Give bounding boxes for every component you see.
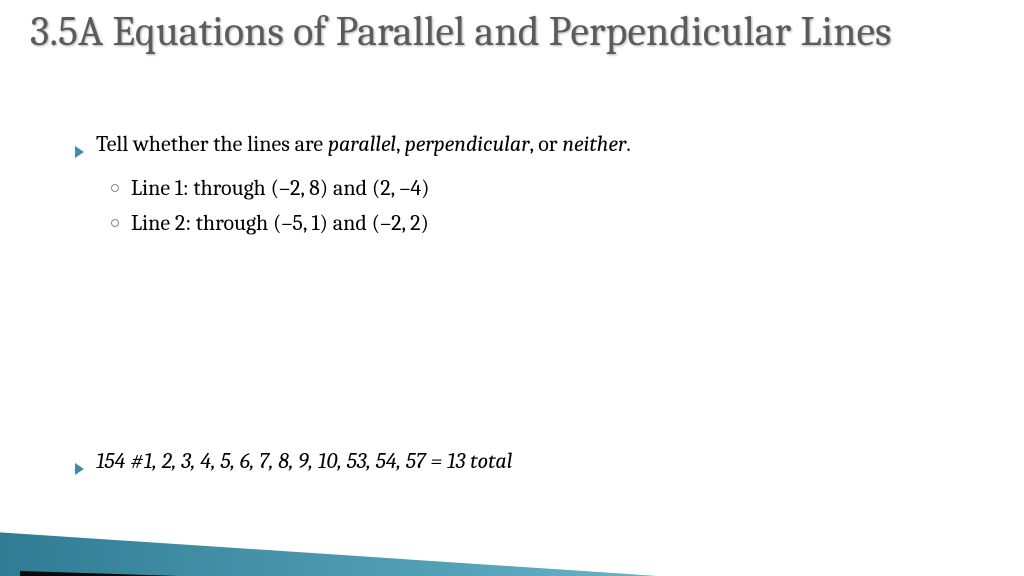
- slide-title: 3.5A Equations of Parallel and Perpendic…: [30, 8, 994, 56]
- text-fragment: Tell whether the lines are: [96, 131, 328, 157]
- slide: 3.5A Equations of Parallel and Perpendic…: [0, 0, 1024, 576]
- footer-bullet: 154 #1, 2, 3, 4, 5, 6, 7, 8, 9, 10, 53, …: [75, 448, 984, 481]
- decorative-wedge: [0, 476, 1024, 576]
- italic-word: neither: [562, 131, 626, 157]
- italic-word: perpendicular: [405, 131, 530, 157]
- footer-text: 154 #1, 2, 3, 4, 5, 6, 7, 8, 9, 10, 53, …: [96, 448, 512, 474]
- arrow-icon: [75, 455, 84, 481]
- sub-item: Line 2: through (–5, 1) and (–2, 2): [111, 207, 984, 240]
- bullet-item: Tell whether the lines are parallel, per…: [75, 128, 984, 168]
- circle-icon: [111, 219, 119, 227]
- text-fragment: .: [626, 131, 631, 157]
- slide-body: Tell whether the lines are parallel, per…: [75, 128, 984, 242]
- sub-list: Line 1: through (–2, 8) and (2, –4) Line…: [111, 172, 984, 240]
- line2-text: Line 2: through (–5, 1) and (–2, 2): [131, 207, 429, 240]
- sub-item: Line 1: through (–2, 8) and (2, –4): [111, 172, 984, 205]
- line1-text: Line 1: through (–2, 8) and (2, –4): [131, 172, 430, 205]
- text-fragment: ,: [396, 131, 405, 157]
- prompt-text: Tell whether the lines are parallel, per…: [96, 128, 631, 161]
- text-fragment: , or: [530, 131, 563, 157]
- circle-icon: [111, 184, 119, 192]
- arrow-icon: [75, 135, 84, 168]
- italic-word: parallel: [328, 131, 396, 157]
